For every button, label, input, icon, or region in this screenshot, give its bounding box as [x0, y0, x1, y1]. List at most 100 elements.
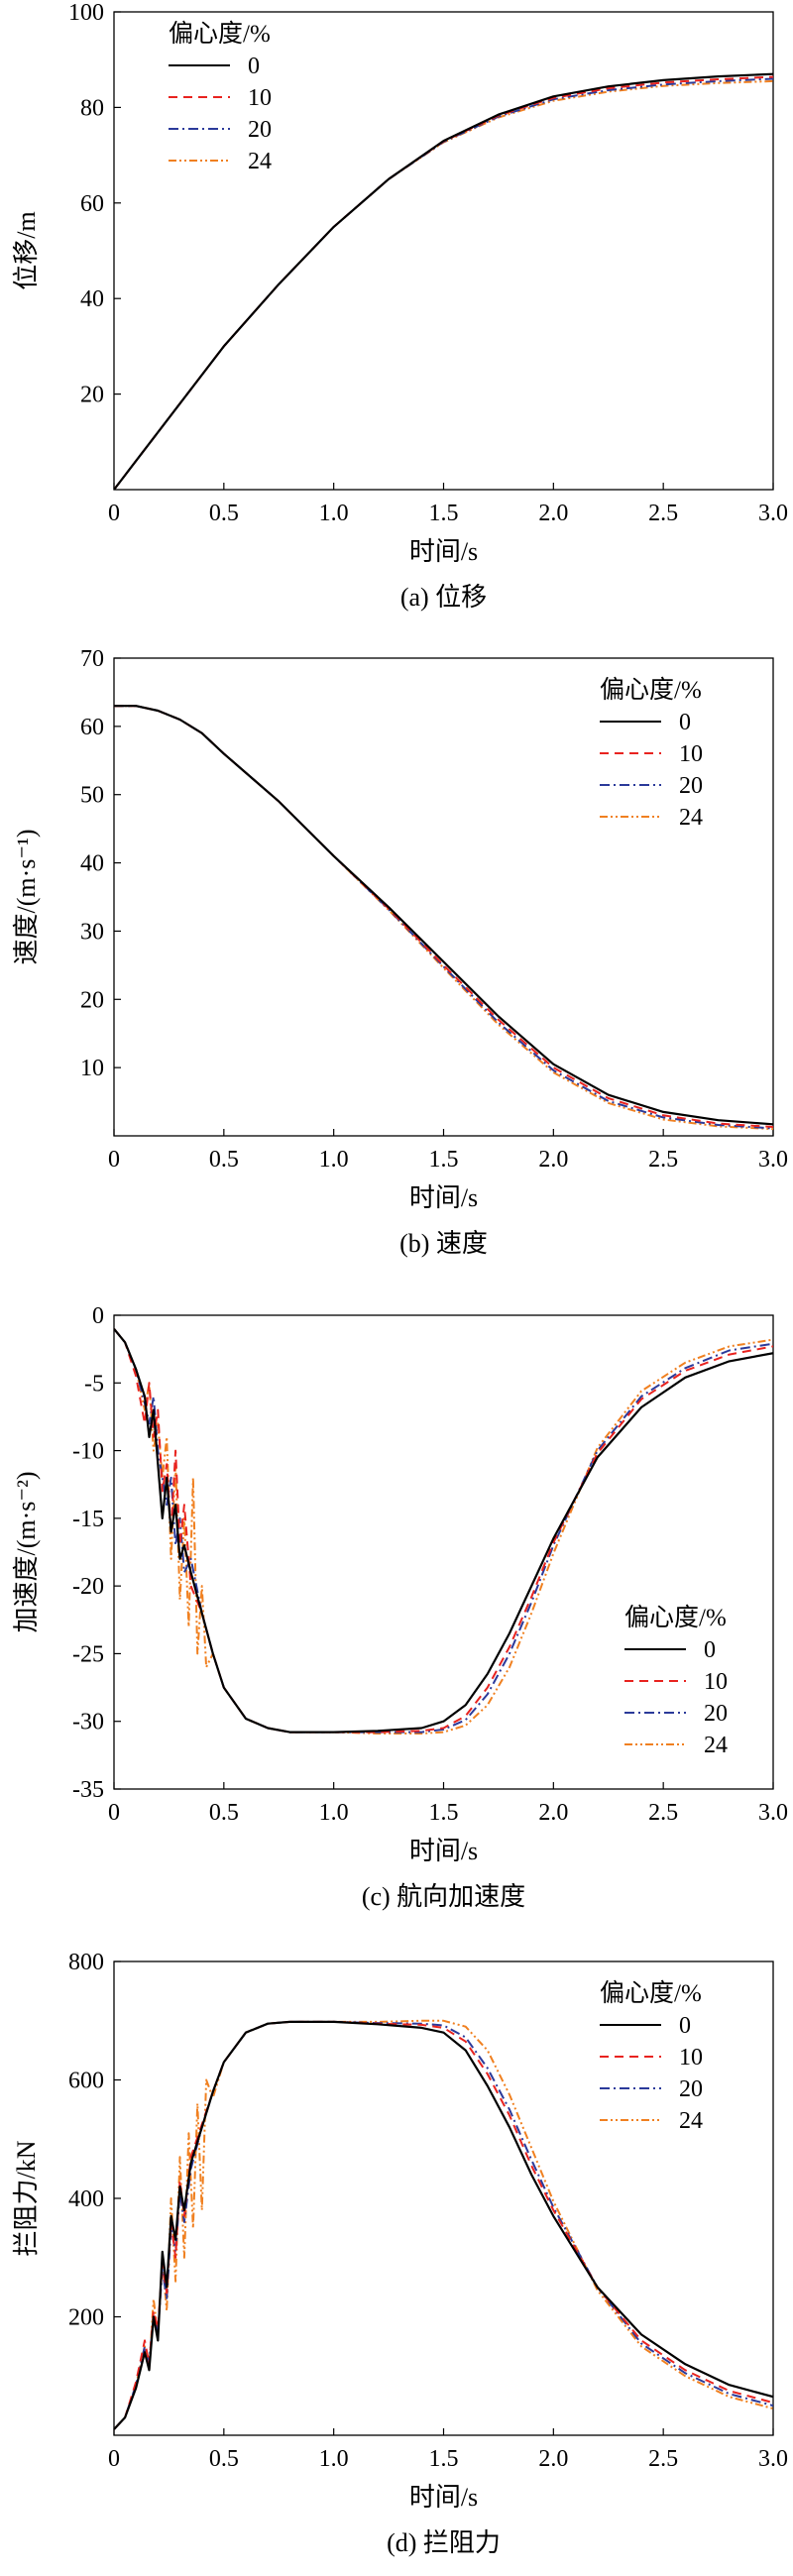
- x-tick-label: 2.0: [538, 1800, 568, 1826]
- x-tick-label: 1.0: [319, 2446, 349, 2472]
- x-tick-label: 1.0: [319, 501, 349, 526]
- legend-label-10: 10: [704, 1669, 728, 1695]
- legend-label-0: 0: [679, 2013, 691, 2039]
- x-tick-label: 3.0: [758, 2446, 788, 2472]
- x-tick-label: 0: [108, 2446, 120, 2472]
- x-tick-label: 0.5: [209, 1147, 239, 1173]
- chart-panel-1: 0 0.5 1.0 1.5 2.0 2.5 3.0 10 20 30 40 50 60 70 时间/s 速度/…: [12, 646, 788, 1258]
- plot-frame: [113, 1314, 774, 1790]
- legend-label-10: 10: [248, 85, 272, 111]
- legend-label-24: 24: [679, 2108, 703, 2134]
- x-tick-label: 0.5: [209, 1800, 239, 1826]
- y-tick-label: 40: [80, 286, 104, 312]
- legend: 偏心度/% 0 10 20 24: [600, 1979, 703, 2134]
- y-tick-label: 20: [80, 987, 104, 1013]
- x-tick-label: 2.0: [538, 1147, 568, 1173]
- x-axis-label: 时间/s: [409, 1837, 478, 1865]
- series-line-20: [114, 2020, 773, 2430]
- y-tick-label: 50: [80, 783, 104, 809]
- x-tick-label: 1.0: [319, 1147, 349, 1173]
- legend-title: 偏心度/%: [600, 1979, 702, 2007]
- x-tick-label: 0.5: [209, 501, 239, 526]
- y-tick-label: 60: [80, 191, 104, 217]
- y-axis-label: 位移/m: [12, 211, 41, 289]
- legend-label-24: 24: [704, 1733, 728, 1758]
- chart-caption: (c) 航向加速度: [362, 1882, 525, 1911]
- x-tick-label: 0.5: [209, 2446, 239, 2472]
- x-tick-label: 3.0: [758, 1147, 788, 1173]
- y-tick-label: -35: [72, 1777, 104, 1803]
- chart-caption: (d) 拦阻力: [387, 2528, 501, 2557]
- series-line-20: [114, 1328, 773, 1734]
- x-tick-label: 2.5: [648, 1147, 678, 1173]
- legend-label-10: 10: [679, 741, 703, 767]
- chart-caption: (b) 速度: [399, 1229, 488, 1258]
- y-tick-label: 10: [80, 1056, 104, 1081]
- series-line-10: [114, 75, 773, 490]
- chart-panel-2: 0 0.5 1.0 1.5 2.0 2.5 3.0 0 -5 -10 -15 -20 -25 -30 -35…: [12, 1303, 788, 1911]
- y-axis-label: 拦阻力/kN: [12, 2140, 41, 2256]
- legend-label-20: 20: [704, 1701, 728, 1727]
- y-tick-label: -20: [72, 1574, 104, 1600]
- series-line-20: [114, 705, 773, 1130]
- y-tick-label: 60: [80, 715, 104, 740]
- legend-label-0: 0: [704, 1637, 716, 1663]
- y-tick-label: 80: [80, 95, 104, 121]
- y-tick-label: 100: [68, 0, 104, 26]
- y-tick-label: 800: [68, 1950, 104, 1975]
- x-tick-label: 1.5: [429, 501, 459, 526]
- y-tick-label: -30: [72, 1710, 104, 1736]
- x-axis-label: 时间/s: [409, 537, 478, 566]
- plot-frame: [113, 657, 774, 1137]
- y-axis-label: 速度/(m·s⁻¹): [12, 829, 41, 964]
- legend-title: 偏心度/%: [169, 20, 271, 48]
- x-tick-label: 1.5: [429, 2446, 459, 2472]
- series-line-10: [114, 1328, 773, 1734]
- chart-panel-0: 0 0.5 1.0 1.5 2.0 2.5 3.020406080100时间/s位移/m(a…: [12, 0, 788, 612]
- x-tick-label: 3.0: [758, 1800, 788, 1826]
- y-tick-label: 20: [80, 383, 104, 408]
- x-tick-label: 2.5: [648, 1800, 678, 1826]
- series-line-0: [114, 1328, 773, 1734]
- x-tick-label: 3.0: [758, 501, 788, 526]
- legend-label-24: 24: [248, 149, 272, 174]
- legend-label-0: 0: [679, 710, 691, 735]
- y-tick-label: -25: [72, 1641, 104, 1667]
- series-line-0: [114, 705, 773, 1126]
- legend: 偏心度/% 0 10 20 24: [624, 1604, 728, 1758]
- y-tick-label: -5: [84, 1371, 104, 1397]
- x-axis-label: 时间/s: [409, 1183, 478, 1212]
- x-tick-label: 2.0: [538, 501, 568, 526]
- x-tick-label: 2.5: [648, 501, 678, 526]
- legend-label-20: 20: [679, 2076, 703, 2102]
- series-line-24: [114, 2019, 773, 2430]
- y-tick-label: 200: [68, 2305, 104, 2331]
- y-axis-label: 加速度/(m·s⁻²): [12, 1471, 41, 1632]
- legend-title: 偏心度/%: [600, 676, 702, 704]
- x-tick-label: 0: [108, 501, 120, 526]
- y-tick-label: -15: [72, 1507, 104, 1532]
- legend: 偏心度/% 0 10 20 24: [600, 676, 703, 831]
- legend-label-24: 24: [679, 805, 703, 831]
- x-tick-label: 2.0: [538, 2446, 568, 2472]
- legend-label-20: 20: [248, 117, 272, 143]
- y-tick-label: -10: [72, 1439, 104, 1465]
- y-tick-label: 400: [68, 2186, 104, 2212]
- y-tick-label: 40: [80, 851, 104, 877]
- series-line-24: [114, 1328, 773, 1735]
- x-tick-label: 1.0: [319, 1800, 349, 1826]
- series-line-0: [114, 2020, 773, 2430]
- y-tick-label: 70: [80, 646, 104, 672]
- series-line-0: [114, 72, 773, 490]
- x-axis-label: 时间/s: [409, 2483, 478, 2512]
- x-tick-label: 1.5: [429, 1800, 459, 1826]
- y-tick-label: 30: [80, 919, 104, 945]
- series-line-10: [114, 705, 773, 1128]
- series-line-24: [114, 705, 773, 1131]
- y-tick-label: 600: [68, 2069, 104, 2094]
- x-tick-label: 0: [108, 1800, 120, 1826]
- legend-title: 偏心度/%: [624, 1604, 727, 1631]
- x-tick-label: 0: [108, 1147, 120, 1173]
- series-line-10: [114, 2020, 773, 2430]
